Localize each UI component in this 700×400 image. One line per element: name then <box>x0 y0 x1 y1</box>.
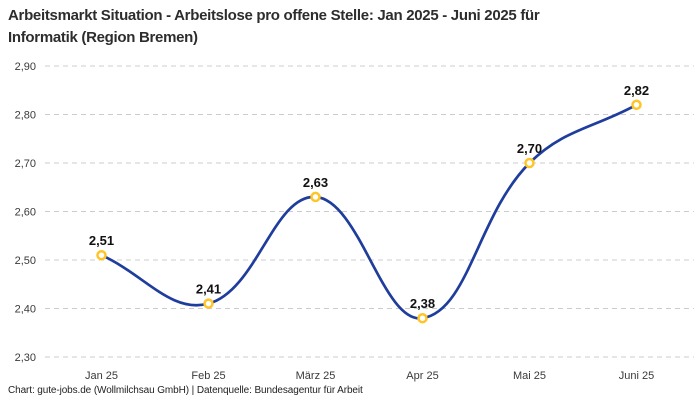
chart-title-line2: Informatik (Region Bremen) <box>8 28 198 46</box>
data-point-marker[interactable] <box>524 157 535 169</box>
y-tick-label: 2,50 <box>15 255 36 267</box>
x-tick-label: Apr 25 <box>406 370 438 382</box>
data-point-label: 2,51 <box>89 233 114 248</box>
x-tick-label: Mai 25 <box>513 370 546 382</box>
data-point-marker[interactable] <box>631 99 642 111</box>
y-tick-label: 2,30 <box>15 352 36 364</box>
y-tick-label: 2,70 <box>15 158 36 170</box>
data-point-label: 2,38 <box>410 296 435 311</box>
y-tick-label: 2,40 <box>15 304 36 316</box>
x-tick-label: März 25 <box>296 370 336 382</box>
data-point-label: 2,82 <box>624 83 649 98</box>
data-point-label: 2,63 <box>303 175 328 190</box>
chart-attribution: Chart: gute-jobs.de (Wollmilchsau GmbH) … <box>8 385 363 396</box>
data-point-marker[interactable] <box>96 249 107 261</box>
chart-title: Arbeitsmarkt Situation - Arbeitslose pro… <box>8 5 692 48</box>
x-tick-label: Feb 25 <box>191 370 225 382</box>
x-tick-label: Jan 25 <box>85 370 118 382</box>
chart-title-line1: Arbeitsmarkt Situation - Arbeitslose pro… <box>8 7 540 24</box>
data-point-label: 2,41 <box>196 282 221 297</box>
data-point-marker[interactable] <box>417 312 428 324</box>
data-point-label: 2,70 <box>517 141 542 156</box>
data-point-marker[interactable] <box>203 298 214 309</box>
x-tick-label: Juni 25 <box>619 370 654 382</box>
y-tick-label: 2,90 <box>15 61 36 73</box>
y-tick-label: 2,60 <box>15 207 36 219</box>
data-point-marker[interactable] <box>310 191 321 203</box>
y-tick-label: 2,80 <box>15 110 36 122</box>
